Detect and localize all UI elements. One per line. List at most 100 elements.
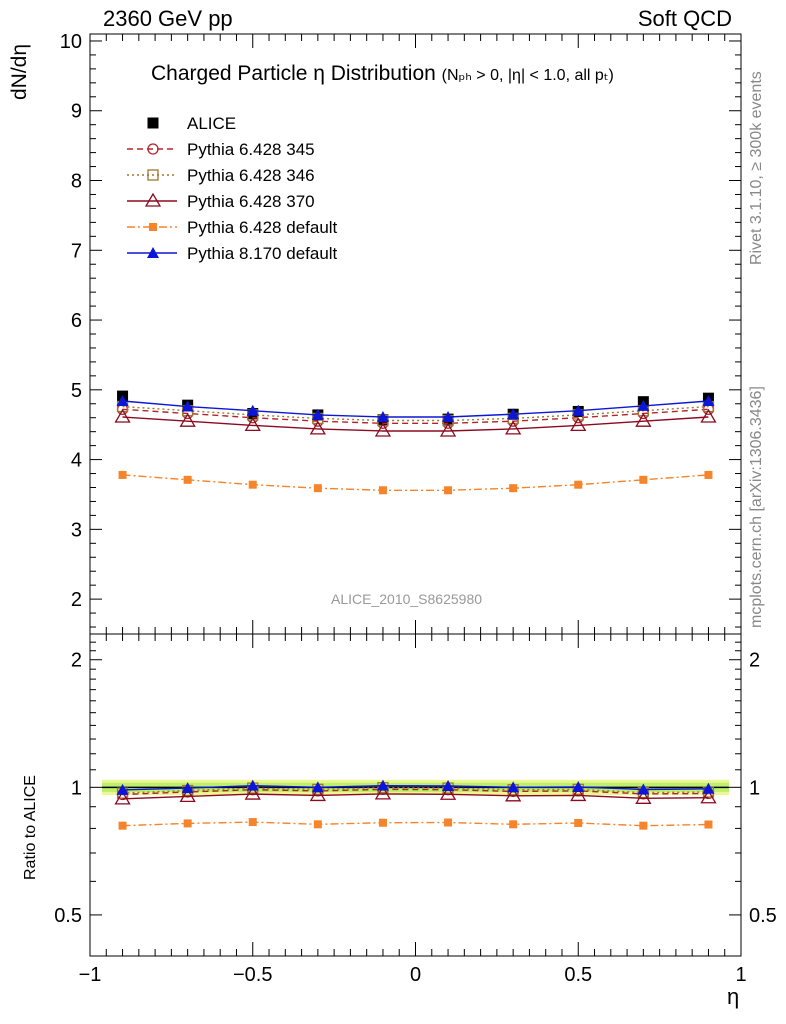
legend-entry: Pythia 6.428 346 bbox=[127, 166, 315, 185]
data-point bbox=[144, 192, 162, 207]
data-point bbox=[244, 785, 261, 800]
legend-label: ALICE bbox=[187, 114, 236, 133]
legend-entry: Pythia 6.428 default bbox=[127, 218, 338, 237]
data-point bbox=[118, 470, 127, 479]
data-point bbox=[248, 818, 257, 827]
data-point bbox=[311, 781, 324, 793]
legend-label: Pythia 8.170 default bbox=[187, 244, 338, 263]
y-tick-label: 10 bbox=[60, 31, 82, 53]
data-point bbox=[444, 486, 453, 495]
data-point bbox=[374, 785, 392, 800]
data-point bbox=[376, 779, 389, 791]
data-point bbox=[570, 787, 587, 802]
data-point bbox=[439, 785, 457, 800]
legend-entry: Pythia 8.170 default bbox=[127, 244, 338, 263]
data-point bbox=[639, 475, 648, 484]
chart-title-main: Charged Particle η Distribution bbox=[151, 62, 436, 85]
series-line bbox=[122, 474, 709, 491]
y-tick-label: 4 bbox=[71, 450, 82, 472]
data-point bbox=[570, 417, 587, 432]
ratio-y-tick-label-right: 0.5 bbox=[749, 905, 777, 927]
series-line bbox=[122, 793, 709, 800]
data-point bbox=[572, 780, 585, 792]
data-point bbox=[505, 420, 522, 435]
data-point bbox=[183, 475, 192, 484]
x-tick-label: 0 bbox=[410, 964, 421, 986]
data-point bbox=[248, 480, 257, 489]
data-point bbox=[309, 787, 326, 802]
series-line bbox=[122, 821, 709, 827]
data-point bbox=[181, 782, 194, 794]
legend-label: Pythia 6.428 345 bbox=[187, 140, 315, 159]
data-point bbox=[114, 408, 131, 423]
y-tick-label: 2 bbox=[71, 589, 82, 611]
y-tick-label: 5 bbox=[71, 380, 82, 402]
data-point bbox=[702, 782, 715, 794]
chart-title: Charged Particle η Distribution (Nₚₕ > 0… bbox=[151, 62, 614, 86]
chart-title-cuts: (Nₚₕ > 0, |η| < 1.0, all pₜ) bbox=[441, 67, 614, 84]
legend-entry: Pythia 6.428 370 bbox=[127, 192, 315, 211]
ratio-y-tick-label-right: 1 bbox=[749, 777, 760, 799]
legend-entry: Pythia 6.428 345 bbox=[127, 140, 315, 159]
x-tick-label: −0.5 bbox=[233, 964, 272, 986]
data-point bbox=[635, 790, 652, 804]
data-point bbox=[147, 143, 159, 155]
ratio-panel-series bbox=[116, 779, 715, 795]
data-point bbox=[376, 411, 389, 423]
data-point bbox=[635, 412, 652, 427]
data-point bbox=[702, 394, 715, 406]
legend-entry: ALICE bbox=[147, 114, 236, 133]
data-point bbox=[246, 404, 259, 416]
ratio-y-tick-label-right: 2 bbox=[749, 650, 760, 672]
series-line bbox=[122, 784, 709, 791]
data-point bbox=[313, 484, 322, 493]
top-panel-series bbox=[118, 470, 713, 495]
series-line bbox=[122, 408, 709, 424]
y-tick-label: 9 bbox=[71, 101, 82, 123]
data-point bbox=[378, 486, 387, 495]
data-point bbox=[637, 783, 650, 795]
data-point bbox=[700, 408, 717, 423]
data-point bbox=[374, 422, 392, 437]
series-line bbox=[122, 788, 709, 796]
data-point bbox=[183, 819, 192, 828]
legend-label: Pythia 6.428 346 bbox=[187, 166, 315, 185]
analysis-id-label: ALICE_2010_S8625980 bbox=[331, 591, 483, 607]
series-line bbox=[122, 416, 709, 432]
data-point bbox=[509, 484, 518, 493]
data-point bbox=[378, 818, 387, 827]
header-category-label: Soft QCD bbox=[637, 6, 732, 31]
x-tick-label: −1 bbox=[79, 964, 102, 986]
data-point bbox=[507, 781, 520, 793]
ratio-y-tick-label: 1 bbox=[71, 777, 82, 799]
data-point bbox=[442, 411, 455, 423]
legend-label: Pythia 6.428 default bbox=[187, 218, 338, 237]
data-point bbox=[637, 399, 650, 411]
data-point bbox=[181, 400, 194, 412]
data-point bbox=[439, 422, 457, 437]
x-axis-label: η bbox=[727, 984, 740, 1009]
data-point bbox=[114, 790, 131, 805]
data-point bbox=[179, 788, 196, 803]
top-panel-series bbox=[114, 408, 717, 437]
series-line bbox=[122, 400, 709, 418]
x-tick-label: 0.5 bbox=[564, 964, 592, 986]
header-energy-label: 2360 GeV pp bbox=[103, 6, 233, 31]
data-point bbox=[311, 408, 324, 420]
y-tick-label: 3 bbox=[71, 519, 82, 541]
data-point bbox=[442, 780, 455, 792]
data-point bbox=[149, 223, 157, 231]
y-tick-label: 7 bbox=[71, 240, 82, 262]
data-point bbox=[147, 247, 159, 258]
data-point bbox=[509, 820, 518, 829]
data-point bbox=[246, 779, 259, 791]
data-point bbox=[572, 404, 585, 416]
data-point bbox=[700, 789, 717, 804]
data-point bbox=[505, 787, 522, 802]
data-point bbox=[116, 394, 129, 406]
top-panel-series bbox=[116, 394, 715, 423]
data-point bbox=[313, 820, 322, 829]
data-point bbox=[179, 412, 196, 427]
data-point bbox=[704, 470, 713, 479]
